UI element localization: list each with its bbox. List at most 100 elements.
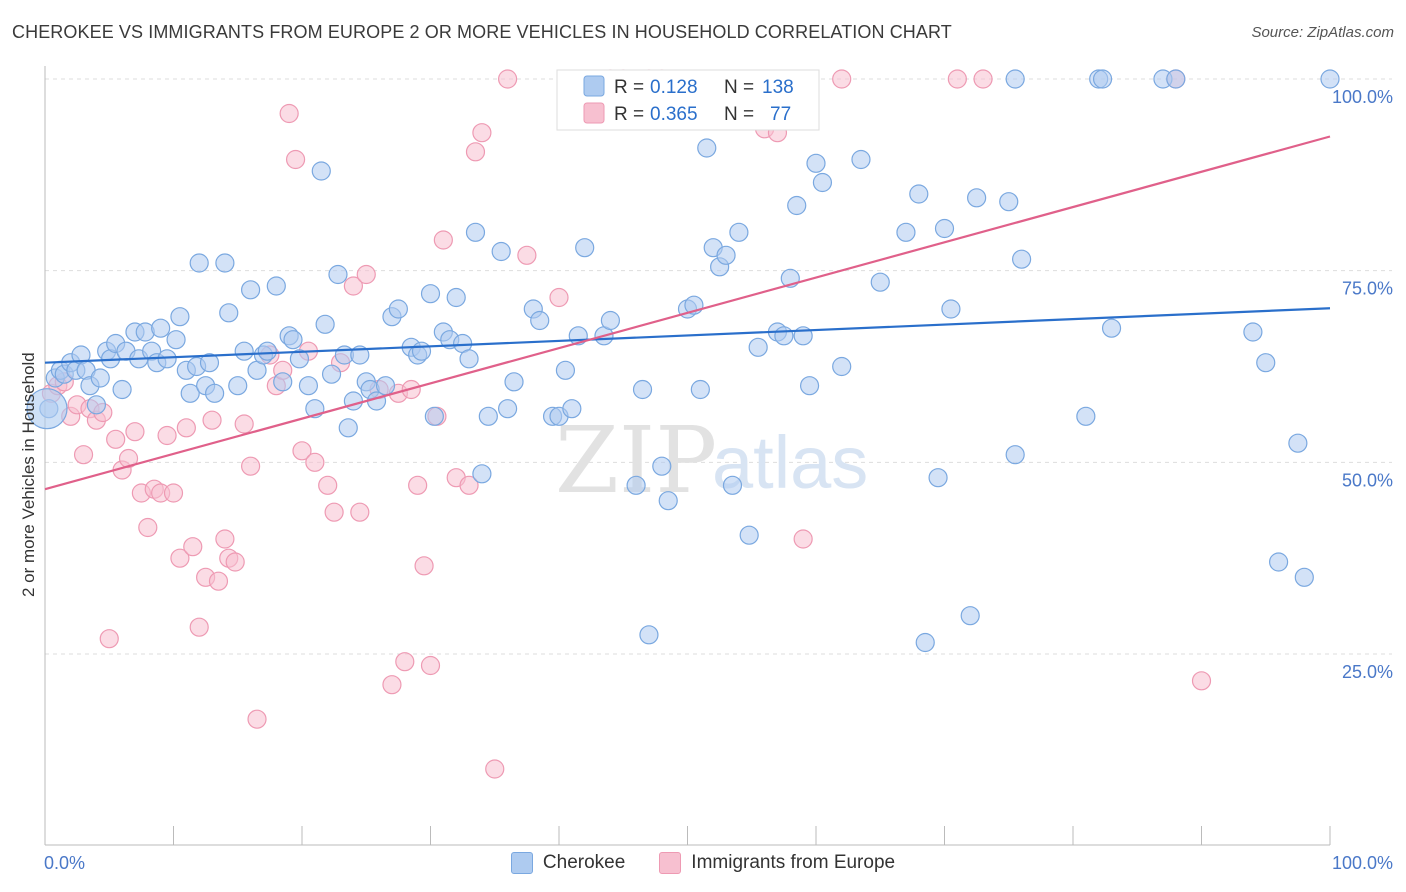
stats-legend: R = 0.128 N = 138 R = 0.365 N = 77 — [556, 69, 820, 131]
data-point-cherokee — [478, 406, 498, 426]
data-point-cherokee — [375, 376, 396, 396]
data-point-europe — [285, 149, 306, 170]
data-point-cherokee — [388, 299, 408, 319]
data-point-europe — [225, 552, 245, 572]
data-point-europe — [356, 264, 376, 285]
data-point-europe — [324, 502, 344, 522]
data-point-cherokee — [716, 245, 736, 265]
data-point-cherokee — [219, 303, 239, 323]
x-tick-label: 100.0% — [1332, 853, 1393, 873]
data-point-cherokee — [575, 238, 595, 258]
data-point-cherokee — [283, 330, 303, 350]
legend-label-cherokee: Cherokee — [542, 852, 626, 873]
data-point-europe — [433, 230, 453, 250]
data-point-cherokee — [1243, 322, 1263, 342]
chart-source: Source: ZipAtlas.com — [1251, 24, 1394, 41]
data-point-cherokee — [328, 264, 348, 285]
data-point-cherokee — [1076, 406, 1096, 426]
data-point-cherokee — [1092, 69, 1113, 89]
data-point-cherokee — [799, 376, 820, 396]
data-point-cherokee — [530, 310, 550, 331]
data-point-europe — [343, 276, 363, 296]
data-point-europe — [215, 529, 235, 549]
watermark: ZIP atlas — [555, 407, 868, 514]
data-point-cherokee — [321, 364, 342, 384]
data-point-europe — [163, 483, 184, 503]
data-point-cherokee — [562, 399, 582, 419]
data-point-cherokee — [1268, 552, 1289, 572]
axes — [44, 66, 1331, 846]
data-point-cherokee — [600, 310, 621, 331]
data-point-europe — [350, 502, 370, 522]
data-point-europe — [498, 69, 518, 89]
data-point-cherokee — [338, 418, 358, 438]
data-point-cherokee — [851, 149, 871, 170]
legend-swatch-cherokee — [583, 75, 605, 97]
data-point-cherokee — [90, 368, 110, 388]
data-point-cherokee — [1288, 433, 1308, 453]
data-point-europe — [170, 548, 190, 568]
y-tick-label: 75.0% — [1342, 279, 1393, 299]
data-point-cherokee — [748, 337, 768, 357]
data-point-cherokee — [112, 379, 132, 400]
data-point-cherokee — [1166, 69, 1186, 89]
data-point-europe — [106, 429, 126, 449]
data-point-europe — [485, 759, 505, 779]
watermark-zip: ZIP — [555, 407, 717, 514]
data-point-cherokee — [774, 326, 794, 346]
data-point-europe — [125, 422, 145, 442]
data-point-cherokee — [189, 253, 209, 273]
data-point-cherokee — [1011, 249, 1032, 269]
data-point-cherokee — [459, 349, 479, 369]
data-point-europe — [832, 69, 852, 89]
data-point-europe — [305, 452, 325, 472]
data-point-cherokee — [228, 376, 248, 396]
data-point-cherokee — [909, 184, 929, 204]
data-point-europe — [973, 69, 993, 89]
data-point-cherokee — [446, 287, 466, 308]
data-point-cherokee — [832, 356, 852, 377]
legend-swatch-cherokee — [510, 852, 533, 874]
data-point-europe — [292, 441, 312, 461]
legend-item-cherokee: Cherokee — [510, 852, 626, 874]
data-point-europe — [138, 517, 158, 538]
data-point-cherokee — [632, 379, 653, 400]
data-point-europe — [183, 537, 203, 557]
data-point-cherokee — [722, 475, 743, 495]
data-point-europe — [208, 571, 229, 591]
data-point-europe — [318, 475, 338, 495]
data-point-cherokee — [424, 406, 444, 426]
legend-r-label-1: R = — [614, 77, 644, 98]
data-point-cherokee — [806, 153, 826, 173]
legend-n-value-2: 77 — [770, 104, 791, 125]
data-point-europe — [247, 709, 267, 729]
data-point-europe — [517, 245, 537, 265]
y-tick-label: 50.0% — [1342, 470, 1393, 490]
data-point-cherokee — [729, 222, 749, 242]
gridlines — [45, 78, 1392, 655]
data-point-cherokee — [1005, 445, 1025, 465]
data-point-europe — [176, 418, 196, 438]
data-point-cherokee — [241, 280, 261, 300]
data-point-europe — [99, 629, 119, 649]
data-point-cherokee — [298, 376, 319, 396]
data-point-europe — [408, 475, 428, 495]
legend-swatch-europe — [659, 852, 682, 874]
data-point-europe — [420, 655, 441, 676]
data-point-cherokee — [896, 222, 916, 242]
trend-line-europe — [44, 135, 1331, 491]
data-point-cherokee — [870, 272, 890, 292]
data-point-europe — [472, 123, 492, 143]
data-point-europe — [395, 652, 415, 672]
data-point-cherokee — [555, 360, 576, 380]
chart-title: CHEROKEE VS IMMIGRANTS FROM EUROPE 2 OR … — [12, 22, 952, 42]
data-point-europe — [202, 410, 222, 430]
data-point-cherokee — [311, 161, 331, 181]
data-point-cherokee — [26, 388, 68, 430]
data-point-europe — [793, 529, 813, 549]
data-point-cherokee — [86, 395, 107, 415]
data-point-cherokee — [205, 383, 225, 403]
data-point-cherokee — [652, 456, 672, 476]
data-point-cherokee — [199, 353, 220, 373]
data-point-europe — [279, 103, 299, 124]
